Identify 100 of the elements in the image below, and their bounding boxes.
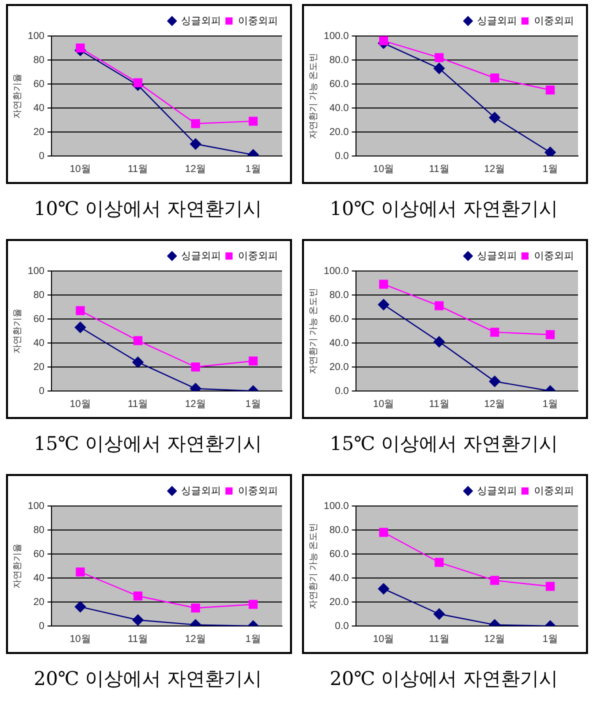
x-tick-label: 10월 bbox=[70, 164, 91, 175]
point bbox=[132, 614, 144, 626]
legend-label: 싱글외피 bbox=[477, 486, 517, 497]
x-tick-label: 11월 bbox=[128, 634, 148, 645]
y-tick-label: 80 bbox=[33, 524, 45, 536]
y-tick-label: 100.0 bbox=[324, 500, 350, 512]
point bbox=[379, 36, 388, 46]
text: 10℃ 이상에서 자연환기시 bbox=[328, 197, 560, 222]
legend-label: 싱글외피 bbox=[181, 16, 221, 27]
point bbox=[379, 280, 388, 289]
y-tick-label: 0 bbox=[38, 150, 45, 162]
y-axis-title: 자연환기율 bbox=[12, 544, 22, 588]
y-tick-label: 20 bbox=[33, 126, 45, 138]
point bbox=[248, 600, 258, 609]
point bbox=[133, 78, 142, 88]
x-tick-label: 10월 bbox=[373, 398, 394, 410]
legend-label: 이중외피 bbox=[238, 250, 278, 262]
y-tick-label: 60 bbox=[33, 314, 45, 325]
legend-label: 이중외피 bbox=[238, 16, 278, 27]
point bbox=[133, 592, 142, 600]
point bbox=[248, 116, 258, 126]
point bbox=[490, 74, 500, 82]
x-tick-label: 12월 bbox=[184, 164, 206, 175]
y-tick-label: 60.0 bbox=[329, 548, 350, 560]
y-tick-label: 80 bbox=[33, 290, 45, 301]
point bbox=[76, 306, 85, 316]
legend-label: 싱글외피 bbox=[477, 250, 517, 262]
point bbox=[191, 604, 200, 612]
point bbox=[76, 44, 85, 52]
legend-label: 이중외피 bbox=[534, 486, 574, 497]
legend-label: 이중외피 bbox=[534, 250, 574, 262]
point bbox=[378, 583, 390, 594]
y-tick-label: 0.0 bbox=[334, 150, 350, 162]
x-tick-label: 1월 bbox=[542, 164, 558, 175]
x-tick-label: 1월 bbox=[542, 398, 558, 410]
y-axis-title: 자연환기율 bbox=[12, 308, 22, 354]
point bbox=[132, 356, 144, 368]
y-tick-label: 0.0 bbox=[334, 620, 350, 632]
point bbox=[378, 299, 390, 310]
x-tick-label: 11월 bbox=[428, 164, 450, 175]
y-tick-label: 40.0 bbox=[329, 338, 350, 349]
point bbox=[133, 336, 142, 346]
legend-label: 이중외피 bbox=[534, 16, 574, 27]
point bbox=[434, 62, 445, 74]
y-tick-label: 80.0 bbox=[329, 290, 350, 301]
y-tick-label: 40 bbox=[33, 102, 45, 114]
point bbox=[546, 582, 555, 591]
x-tick-label: 11월 bbox=[128, 398, 148, 410]
text: 20℃ 이상에서 자연환기시 bbox=[32, 667, 264, 692]
point bbox=[490, 576, 500, 585]
text: 10℃ 이상에서 자연환기시 bbox=[32, 197, 264, 222]
y-tick-label: 100.0 bbox=[324, 266, 350, 277]
x-tick-label: 12월 bbox=[184, 398, 206, 410]
text: 20℃ 이상에서 자연환기시 bbox=[328, 667, 560, 692]
x-tick-label: 12월 bbox=[484, 398, 506, 410]
y-tick-label: 60 bbox=[33, 78, 45, 90]
x-tick-label: 1월 bbox=[245, 164, 261, 175]
x-tick-label: 10월 bbox=[70, 398, 91, 410]
y-tick-label: 60.0 bbox=[329, 314, 350, 325]
x-tick-label: 10월 bbox=[373, 634, 394, 645]
point bbox=[191, 119, 200, 128]
x-tick-label: 11월 bbox=[428, 634, 450, 645]
y-tick-label: 40 bbox=[33, 338, 45, 349]
point bbox=[490, 328, 500, 337]
legend-label: 싱글외피 bbox=[181, 486, 221, 497]
point bbox=[489, 376, 500, 387]
text: 15℃ 이상에서 자연환기시 bbox=[328, 432, 560, 457]
y-tick-label: 20.0 bbox=[329, 126, 350, 138]
y-tick-label: 40.0 bbox=[329, 102, 350, 114]
y-tick-label: 100.0 bbox=[324, 30, 350, 42]
point bbox=[546, 330, 555, 340]
y-tick-label: 80 bbox=[33, 54, 45, 66]
y-tick-label: 0 bbox=[38, 620, 45, 632]
y-axis-title: 자연환기율 bbox=[12, 74, 22, 118]
y-tick-label: 20 bbox=[33, 596, 45, 608]
point bbox=[74, 322, 86, 333]
point bbox=[248, 356, 258, 366]
y-tick-label: 60 bbox=[33, 548, 45, 560]
point bbox=[190, 138, 202, 150]
text: 15℃ 이상에서 자연환기시 bbox=[32, 432, 264, 457]
x-tick-label: 12월 bbox=[184, 634, 206, 645]
x-tick-label: 1월 bbox=[245, 398, 261, 410]
x-tick-label: 11월 bbox=[128, 164, 148, 175]
y-tick-label: 60.0 bbox=[329, 78, 350, 90]
y-tick-label: 40.0 bbox=[329, 572, 350, 584]
x-tick-label: 1월 bbox=[542, 634, 558, 645]
y-axis-title: 자연환기 가능 온도빈 bbox=[308, 52, 318, 140]
y-tick-label: 20.0 bbox=[329, 596, 350, 608]
point bbox=[434, 608, 445, 620]
y-axis-title: 자연환기 가능 온도빈 bbox=[308, 522, 318, 610]
y-tick-label: 40 bbox=[33, 572, 45, 584]
y-tick-label: 80.0 bbox=[329, 524, 350, 536]
point bbox=[489, 112, 500, 124]
y-tick-label: 80.0 bbox=[329, 54, 350, 66]
legend-label: 이중외피 bbox=[238, 486, 278, 497]
y-tick-label: 100 bbox=[28, 266, 45, 277]
y-axis-title: 자연환기 가능 온도빈 bbox=[308, 288, 318, 374]
point bbox=[191, 362, 200, 372]
legend-label: 싱글외피 bbox=[181, 250, 221, 262]
point bbox=[546, 86, 555, 94]
